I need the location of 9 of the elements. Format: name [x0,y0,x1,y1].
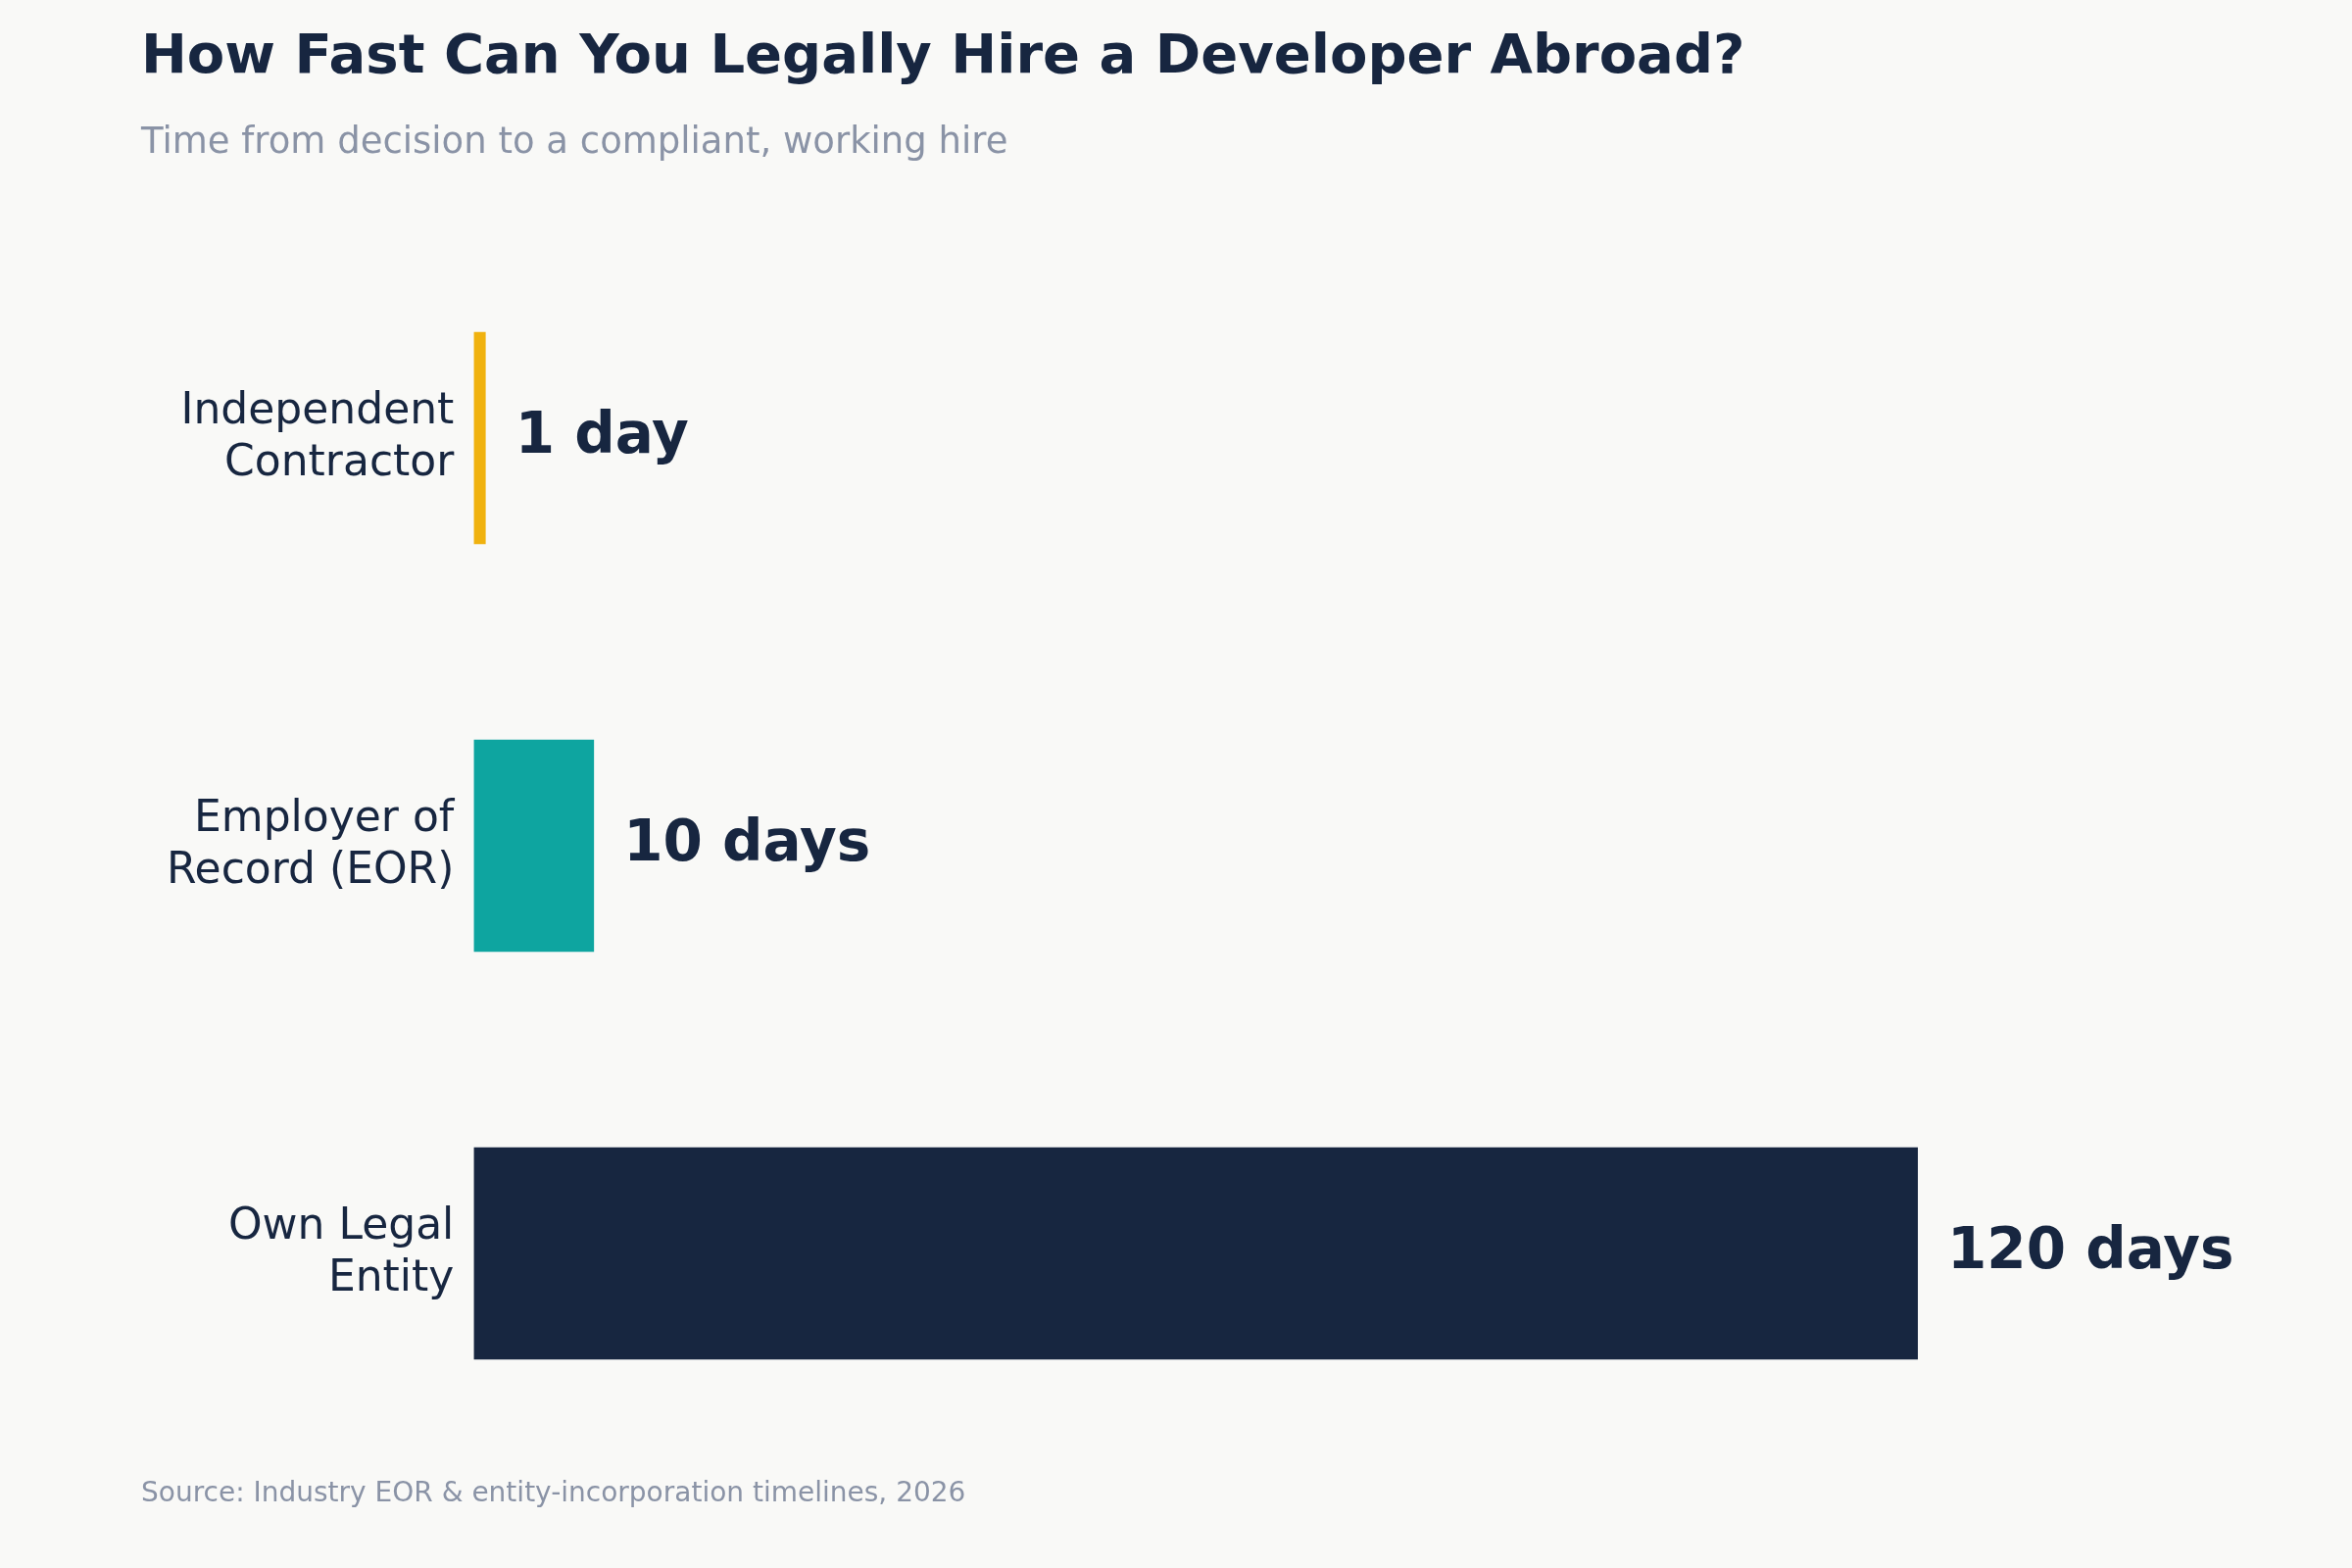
data-label: 10 days [623,808,871,875]
y-tick-label: Own Legal Entity [227,1199,455,1300]
chart-title: How Fast Can You Legally Hire a Developer Abroad? [141,22,1745,85]
source-note: Source: Industry EOR & entity-incorporation timelines, 2026 [141,1476,966,1508]
y-tick-label: Employer of Record (EOR) [166,791,456,893]
chart-subtitle: Time from decision to a compliant, working hire [141,120,1008,162]
y-tick-label: Independent Contractor [180,383,456,485]
data-label: 120 days [1947,1215,2234,1283]
data-label: 1 day [514,400,689,467]
